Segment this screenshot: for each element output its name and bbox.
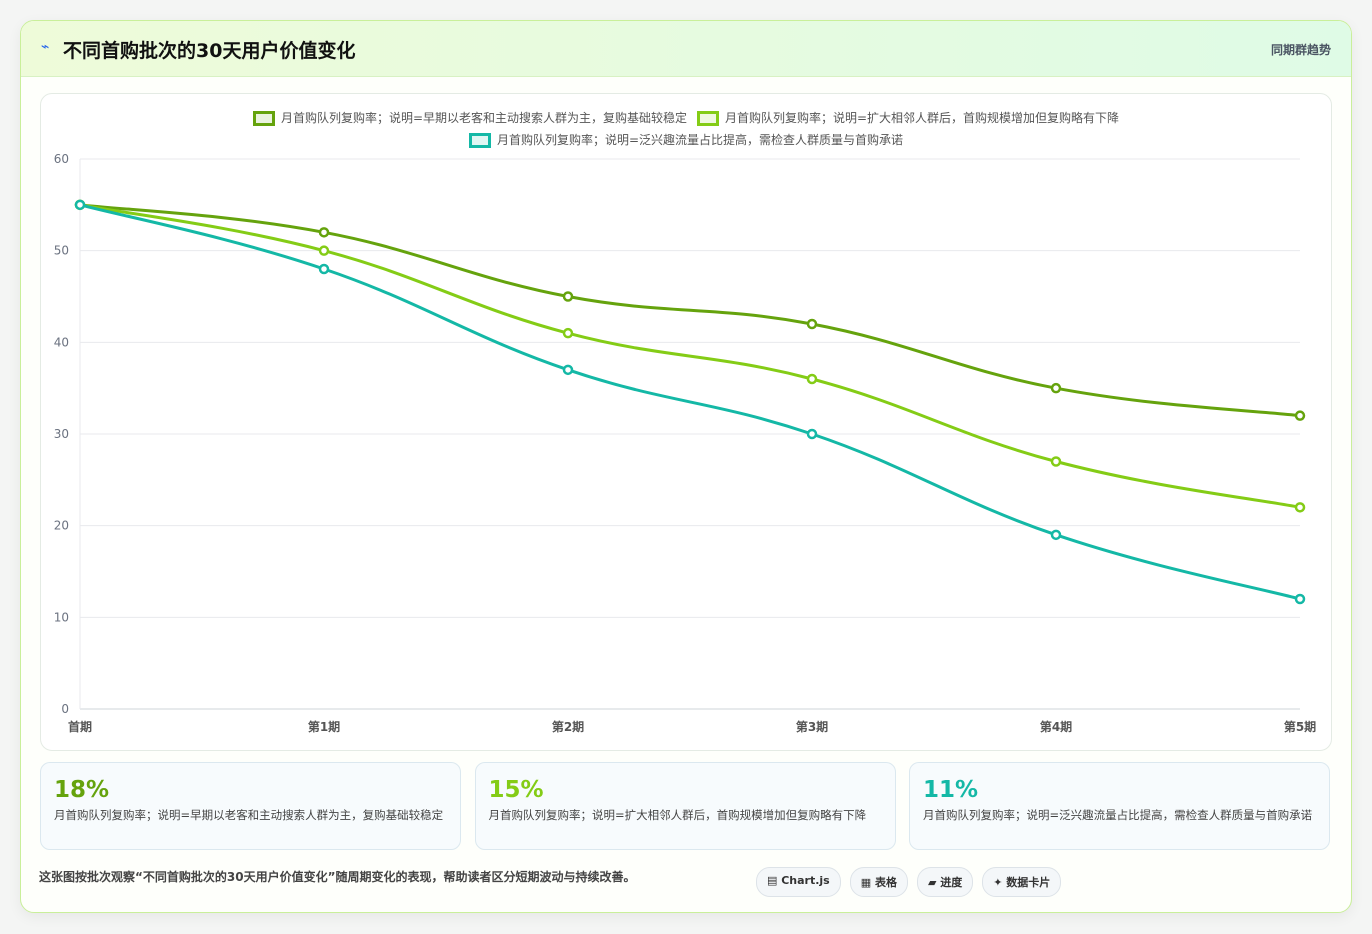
x-tick-label: 第2期	[552, 719, 584, 734]
x-tick-label: 第3期	[796, 719, 828, 734]
legend: 月首购队列复购率；说明=早期以老客和主动搜索人群为主，复购基础较稳定月首购队列复…	[236, 110, 1136, 148]
y-tick-label: 10	[54, 610, 69, 624]
point	[806, 318, 818, 330]
stat-card: 11% 月首购队列复购率；说明=泛兴趣流量占比提高，需检查人群质量与首购承诺	[909, 762, 1330, 850]
header-icon: ⌁	[41, 39, 50, 55]
legend-item: 月首购队列复购率；说明=早期以老客和主动搜索人群为主，复购基础较稳定	[252, 110, 687, 126]
point	[74, 199, 86, 211]
point	[1050, 382, 1062, 394]
chip[interactable]: ▦ 表格	[849, 867, 908, 897]
stat-desc: 月首购队列复购率；说明=泛兴趣流量占比提高，需检查人群质量与首购承诺	[923, 808, 1313, 822]
legend-label: 月首购队列复购率；说明=泛兴趣流量占比提高，需检查人群质量与首购承诺	[496, 133, 904, 147]
footer-note: 这张图按批次观察“不同首购批次的30天用户价值变化”随周期变化的表现，帮助读者区…	[39, 870, 636, 884]
x-tick-label: 第5期	[1284, 719, 1316, 734]
x-tick-label: 第1期	[308, 719, 340, 734]
chart-panel	[40, 93, 1332, 751]
stat-value: 11%	[923, 777, 979, 803]
point	[1294, 593, 1306, 605]
point	[318, 227, 330, 238]
point	[806, 428, 818, 440]
point	[318, 263, 330, 275]
stat-desc: 月首购队列复购率；说明=扩大相邻人群后，首购规模增加但复购略有下降	[488, 808, 867, 822]
chips: ▤ Chart.js ▦ 表格 ▰ 进度 ✦ 数据卡片	[756, 867, 1062, 897]
y-tick-label: 50	[54, 244, 69, 258]
tag: 同期群趋势	[1270, 43, 1331, 57]
x-tick-label: 第4期	[1040, 719, 1072, 734]
point	[562, 327, 574, 339]
legend-item: 月首购队列复购率；说明=扩大相邻人群后，首购规模增加但复购略有下降	[697, 110, 1119, 126]
chip[interactable]: ✦ 数据卡片	[982, 867, 1062, 897]
point	[1050, 529, 1062, 541]
legend-item: 月首购队列复购率；说明=泛兴趣流量占比提高，需检查人群质量与首购承诺	[468, 132, 904, 148]
legend-swatch	[252, 110, 275, 126]
legend-label: 月首购队列复购率；说明=早期以老客和主动搜索人群为主，复购基础较稳定	[280, 111, 687, 125]
stat-card: 18% 月首购队列复购率；说明=早期以老客和主动搜索人群为主，复购基础较稳定	[40, 762, 461, 850]
y-tick-label: 0	[61, 702, 69, 716]
point	[562, 364, 574, 376]
stat-card: 15% 月首购队列复购率；说明=扩大相邻人群后，首购规模增加但复购略有下降	[474, 762, 896, 850]
line	[79, 203, 1301, 418]
point	[806, 373, 818, 385]
line	[79, 203, 1301, 601]
chip[interactable]: ▤ Chart.js	[756, 867, 841, 897]
chip[interactable]: ▰ 进度	[916, 867, 974, 897]
point	[1294, 410, 1306, 421]
line	[79, 203, 1301, 509]
header: ⌁ 不同首购批次的30天用户价值变化 同期群趋势	[21, 21, 1351, 77]
legend-swatch	[468, 132, 491, 148]
point	[562, 291, 574, 302]
y-tick-label: 40	[54, 335, 69, 349]
x-tick-label: 首期	[68, 719, 92, 734]
title: 不同首购批次的30天用户价值变化	[63, 40, 356, 62]
legend-swatch	[697, 110, 719, 126]
stat-value: 15%	[488, 777, 544, 803]
stat-desc: 月首购队列复购率；说明=早期以老客和主动搜索人群为主，复购基础较稳定	[54, 808, 444, 822]
y-tick-label: 30	[54, 427, 69, 441]
point	[1050, 456, 1062, 467]
y-tick-label: 20	[54, 519, 69, 533]
stat-value: 18%	[54, 777, 110, 803]
y-tick-label: 60	[54, 152, 69, 166]
legend-label: 月首购队列复购率；说明=扩大相邻人群后，首购规模增加但复购略有下降	[725, 111, 1120, 125]
point	[1294, 502, 1306, 513]
point	[318, 245, 330, 256]
